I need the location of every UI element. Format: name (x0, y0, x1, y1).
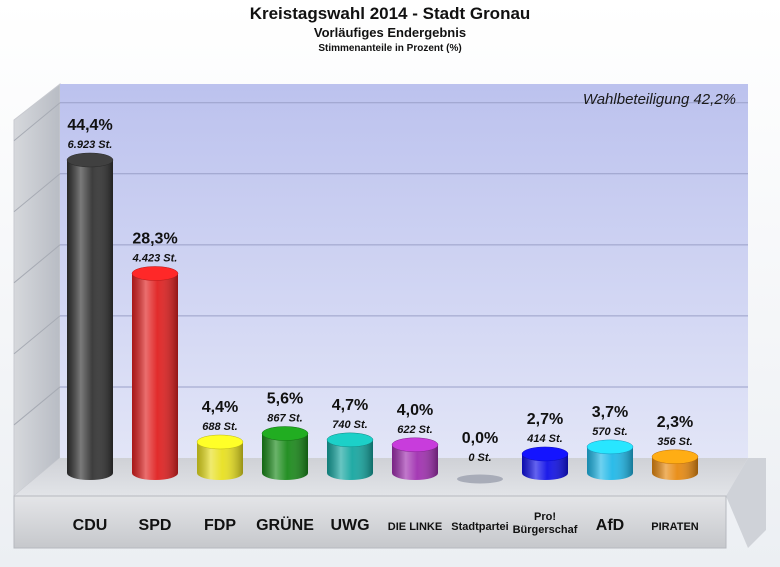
category-label: Bürgerschaf (513, 524, 578, 536)
chart-note: Stimmenanteile in Prozent (%) (318, 43, 462, 54)
bar-stadtpartei (457, 474, 503, 484)
bars (66, 152, 699, 484)
value-label: 44,4% (67, 117, 112, 134)
vote-label: 6.923 St. (68, 139, 113, 151)
vote-label: 688 St. (202, 421, 237, 433)
bar-top (521, 446, 569, 462)
gridline-side (13, 102, 61, 142)
vote-label: 414 St. (526, 433, 562, 445)
bar-top (391, 437, 439, 453)
value-label: 0,0% (462, 430, 498, 447)
gridline-side (13, 173, 61, 213)
vote-label: 622 St. (397, 424, 432, 436)
bar-shine (132, 273, 178, 480)
right-side (726, 458, 766, 548)
bar-top (131, 266, 179, 281)
chart-title: Kreistagswahl 2014 - Stadt Gronau (249, 4, 531, 23)
gridline-side (13, 386, 61, 426)
category-label: UWG (330, 517, 369, 534)
category-label: GRÜNE (256, 515, 314, 534)
category-label: CDU (73, 517, 108, 534)
category-label: AfD (596, 517, 624, 534)
value-label: 2,7% (527, 411, 563, 428)
category-label: Stadtpartei (451, 521, 508, 533)
bar-shine (327, 439, 373, 480)
value-label: 28,3% (132, 230, 177, 247)
bar-top (66, 152, 114, 168)
value-label: 4,4% (202, 399, 238, 416)
value-label: 2,3% (657, 414, 693, 431)
bar-top (261, 426, 309, 441)
front-panel (13, 495, 727, 549)
vote-label: 570 St. (592, 426, 627, 438)
vote-label: 356 St. (657, 436, 692, 448)
value-label: 4,7% (332, 397, 368, 414)
bar-top (326, 432, 374, 448)
bar-shine (67, 160, 113, 480)
bar-shine (522, 453, 568, 480)
value-label: 5,6% (267, 391, 303, 408)
category-label: Pro! (534, 511, 556, 523)
value-label: 4,0% (397, 402, 433, 419)
vote-label: 4.423 St. (132, 252, 178, 264)
bar-shine (587, 446, 633, 480)
floor (14, 458, 748, 496)
left-wall (13, 82, 61, 498)
bar-shine (392, 444, 438, 480)
vote-label: 867 St. (267, 413, 302, 425)
chart-subtitle: Vorläufiges Endergebnis (313, 25, 467, 40)
bar-shine (197, 441, 243, 480)
turnout-label: Wahlbeteiligung 42,2% (583, 91, 736, 108)
bar-top (196, 434, 244, 450)
bar-top (586, 439, 634, 455)
data-labels: 44,4% 6.923 St. 28,3% 4.423 St. 4,4% 688 St. 5… (67, 117, 693, 464)
category-label: DIE LINKE (388, 521, 442, 533)
category-label: SPD (139, 517, 172, 534)
vote-label: 0 St. (468, 452, 491, 464)
gridline-side (13, 315, 61, 355)
category-labels: CDU SPD FDP GRÜNE UWG DIE LINKE Stadtpartei Pro… (73, 511, 699, 536)
gridline-side (13, 244, 61, 284)
category-label: PIRATEN (651, 521, 699, 533)
value-label: 3,7% (592, 404, 628, 421)
bar-shine (262, 433, 308, 480)
vote-label: 740 St. (332, 419, 367, 431)
category-label: FDP (204, 517, 236, 534)
bar-top (651, 449, 699, 465)
